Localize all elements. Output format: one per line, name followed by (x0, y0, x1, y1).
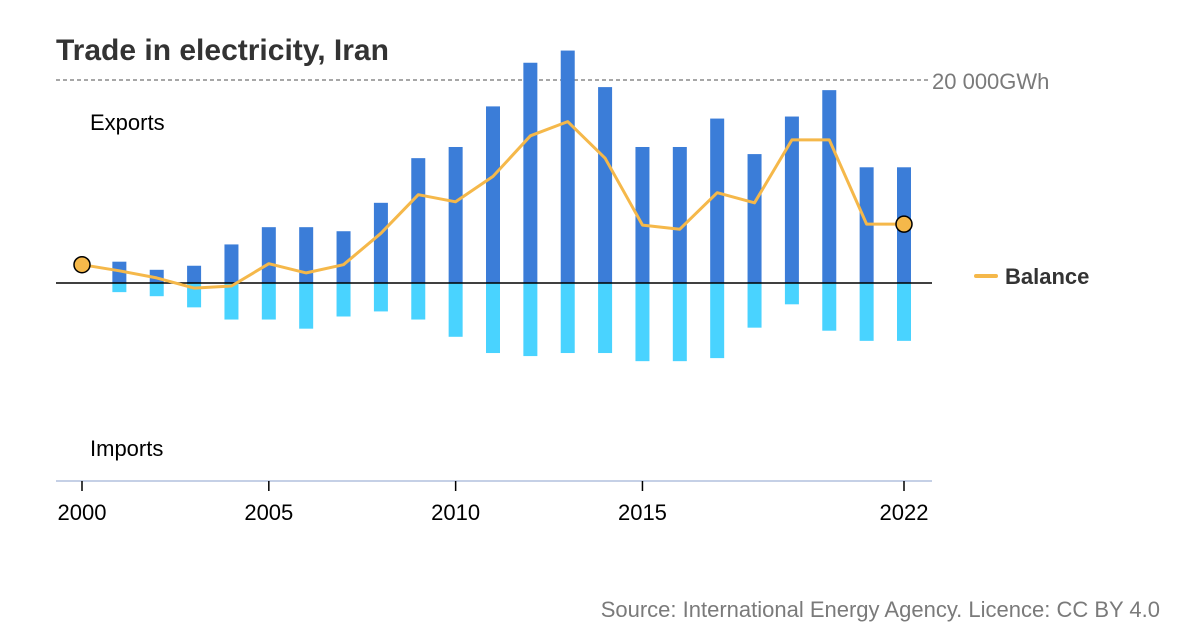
import-bar-2004 (224, 283, 239, 320)
import-bar-2018 (747, 283, 762, 328)
source-note: Source: International Energy Agency. Lic… (600, 597, 1160, 622)
export-bar-2019 (784, 116, 799, 283)
import-bar-2011 (486, 283, 500, 354)
export-bar-2013 (560, 50, 575, 283)
export-bar-2020 (822, 90, 837, 284)
unit-label: 20 000GWh (932, 69, 1049, 94)
legend-balance-label: Balance (1005, 264, 1089, 289)
export-bar-2015 (635, 146, 650, 283)
export-bars (112, 50, 911, 284)
export-bar-2014 (598, 87, 613, 283)
export-bar-2018 (747, 154, 762, 283)
legend-item-balance[interactable]: Balance (974, 264, 1089, 289)
x-tick-label-2010: 2010 (431, 500, 480, 525)
x-tick-label-2015: 2015 (618, 500, 667, 525)
import-bar-2001 (112, 283, 127, 293)
import-bar-2020 (822, 283, 837, 331)
export-bar-2016 (672, 146, 687, 283)
export-bar-2004 (224, 244, 239, 283)
export-bar-2008 (373, 202, 388, 283)
import-bar-2019 (784, 283, 799, 305)
import-bar-2010 (448, 283, 463, 337)
export-bar-2007 (336, 231, 351, 283)
export-bar-2012 (523, 62, 538, 284)
imports-area-label: Imports (90, 436, 163, 461)
balance-series-line (81, 120, 904, 290)
exports-area-label: Exports (90, 110, 165, 135)
export-bar-2009 (411, 158, 426, 283)
import-bar-2009 (411, 283, 426, 320)
import-bar-2014 (598, 283, 613, 354)
import-bar-2008 (373, 283, 388, 312)
x-axis-ticks: 2000 2005 2010 2015 2022 (58, 481, 929, 525)
export-bar-2006 (299, 227, 314, 283)
import-bar-2021 (859, 283, 874, 341)
export-bar-2003 (187, 265, 202, 283)
import-bar-2007 (336, 283, 351, 317)
export-bar-2005 (261, 227, 276, 283)
balance-markers (73, 215, 913, 274)
import-bar-2006 (299, 283, 314, 329)
export-bar-2001 (112, 261, 127, 283)
x-tick-label-2000: 2000 (58, 500, 107, 525)
import-bar-2015 (635, 283, 650, 362)
import-bar-2016 (672, 283, 687, 362)
export-bar-2011 (486, 106, 500, 283)
balance-marker-2000 (73, 255, 91, 274)
x-tick-label-2022: 2022 (880, 500, 929, 525)
export-bar-2010 (448, 146, 463, 283)
chart-title: Trade in electricity, Iran (56, 34, 389, 67)
import-bar-2017 (710, 283, 725, 359)
import-bar-2012 (523, 283, 538, 357)
export-bar-2017 (710, 118, 725, 283)
import-bar-2002 (149, 283, 164, 297)
import-bars (112, 283, 911, 362)
balance-marker-2022 (895, 215, 913, 233)
import-bar-2013 (560, 283, 575, 354)
import-bar-2022 (897, 283, 911, 341)
import-bar-2005 (261, 283, 276, 320)
x-tick-label-2005: 2005 (244, 500, 293, 525)
